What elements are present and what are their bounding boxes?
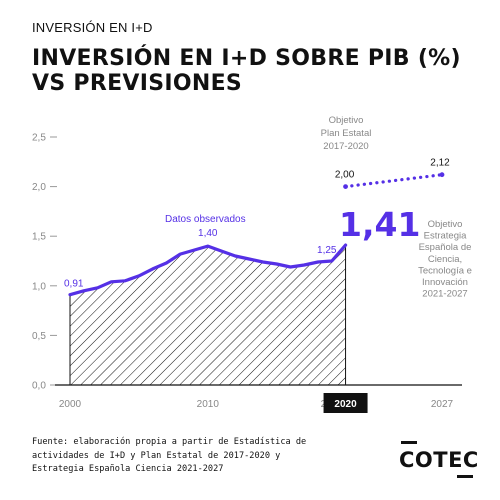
observed-area-fill [70, 245, 346, 385]
data-label-2019: 1,25 [317, 245, 337, 256]
data-label-target-end: 2,12 [430, 158, 450, 169]
data-labels: 0,91 Datos observados 1,40 1,251,41 2,00 2,12… [64, 115, 472, 300]
source-line: actividades de I+D y Plan Estatal de 201… [32, 450, 281, 461]
x-tick-label: 2027 [431, 399, 454, 410]
logo-wordmark: COTEC [399, 448, 479, 472]
x-tick-label: 2010 [197, 399, 220, 410]
target-label-estrategia: 2021-2027 [422, 289, 467, 300]
y-tick-label: 1,5 [32, 232, 46, 243]
logo-bar-bottom [457, 475, 473, 478]
y-tick-label: 1,0 [32, 281, 46, 292]
chart-title-line-2: VS PREVISIONES [32, 71, 243, 96]
chart-kicker: INVERSIÓN EN I+D [32, 20, 153, 35]
data-label-peak: 1,40 [198, 228, 218, 239]
target-label-estrategia: Objetivo [428, 219, 463, 230]
target-label-estrategia: Estrategia [424, 231, 467, 242]
target-series-line [343, 173, 444, 189]
big-value-label: 1,41 [339, 205, 420, 244]
target-label-plan-estatal: 2017-2020 [323, 141, 368, 152]
y-tick-label: 2,5 [32, 133, 46, 144]
data-label-start: 0,91 [64, 279, 84, 290]
logo-bar-top [401, 441, 417, 444]
source-note: Fuente: elaboración propia a partir de E… [32, 436, 352, 477]
source-line: Fuente: elaboración propia a partir de E… [32, 437, 307, 447]
observed-series-line [68, 243, 348, 297]
y-tick-label: 0,0 [32, 381, 46, 392]
target-label-plan-estatal: Plan Estatal [321, 128, 372, 139]
y-tick-label: 0,5 [32, 331, 46, 342]
series-lines [68, 172, 445, 297]
y-tick-label: 2,0 [32, 182, 46, 193]
target-point [343, 184, 348, 190]
target-label-estrategia: Española de [419, 242, 472, 253]
x-tick-highlight [323, 393, 368, 413]
target-point [439, 172, 445, 178]
cotec-logo: COTEC [399, 440, 479, 480]
series-label-observed: Datos observados [165, 214, 246, 225]
chart-title-line-1: INVERSIÓN EN I+D SOBRE PIB (%) [32, 46, 461, 71]
x-tick-label: 2020 [334, 399, 357, 410]
x-tick-label: 2000 [59, 399, 82, 410]
target-label-plan-estatal: Objetivo [329, 115, 364, 126]
chart-title: INVERSIÓN EN I+D SOBRE PIB (%) VS PREVIS… [32, 46, 472, 96]
target-label-estrategia: Tecnología e [418, 265, 472, 276]
target-label-estrategia: Innovación [422, 277, 468, 288]
observed-area [69, 245, 347, 385]
target-label-estrategia: Ciencia, [428, 254, 462, 265]
source-line: Estrategia Española Ciencia 2021-2027 [32, 464, 224, 474]
data-label-target-start: 2,00 [335, 170, 355, 181]
